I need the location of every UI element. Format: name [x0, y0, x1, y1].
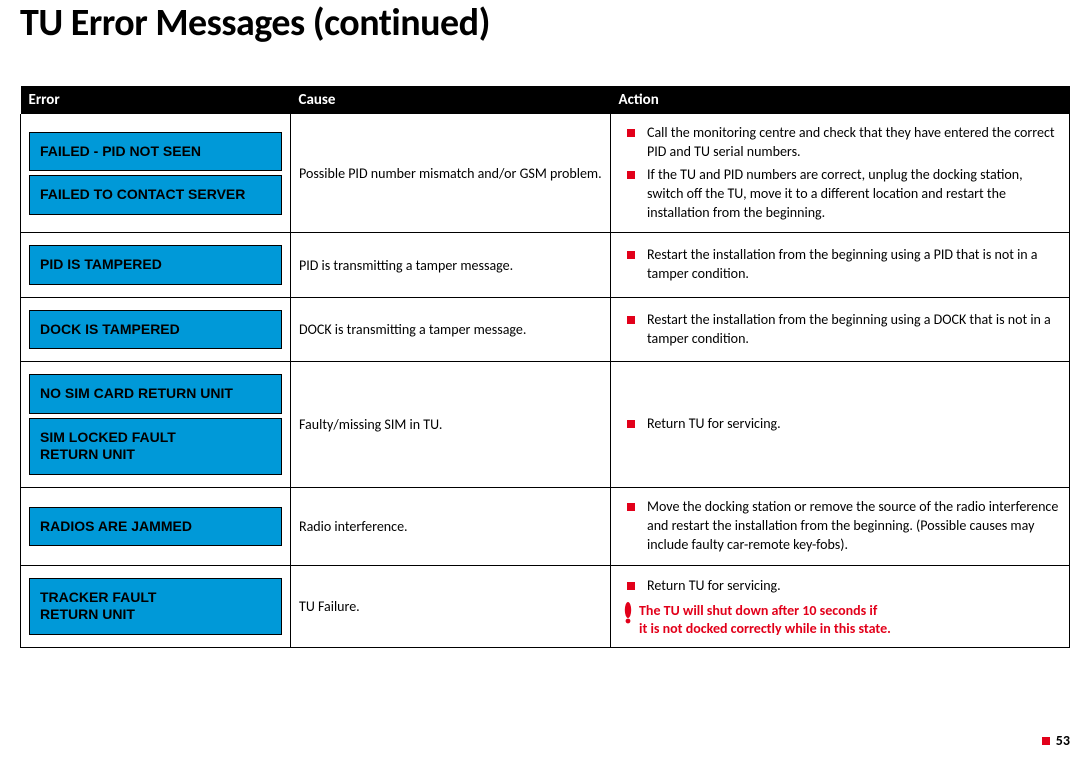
action-list: Return TU for servicing. [619, 413, 1061, 436]
action-list: Restart the installation from the beginn… [619, 244, 1061, 286]
page-number: 53 [1056, 732, 1070, 749]
warning-row: The TU will shut down after 10 seconds i… [619, 602, 1061, 637]
cause-cell: Faulty/missing SIM in TU. [291, 362, 611, 488]
page-footer: 53 [1042, 732, 1070, 749]
action-list: Move the docking station or remove the s… [619, 496, 1061, 557]
table-row: TRACKER FAULTRETURN UNIT TU Failure. Ret… [21, 565, 1070, 647]
warning-text: The TU will shut down after 10 seconds i… [639, 602, 891, 637]
cause-cell: DOCK is transmitting a tamper message. [291, 297, 611, 362]
action-list: Return TU for servicing. [619, 575, 1061, 598]
cause-cell: TU Failure. [291, 565, 611, 647]
action-list: Call the monitoring centre and check tha… [619, 122, 1061, 224]
action-item: Move the docking station or remove the s… [619, 496, 1061, 557]
action-item: Return TU for servicing. [619, 413, 1061, 436]
error-card: NO SIM CARD RETURN UNIT [29, 374, 282, 414]
action-list: Restart the installation from the beginn… [619, 309, 1061, 351]
action-item: Restart the installation from the beginn… [619, 309, 1061, 351]
error-card: TRACKER FAULTRETURN UNIT [29, 578, 282, 635]
error-card: RADIOS ARE JAMMED [29, 507, 282, 547]
table-row: RADIOS ARE JAMMED Radio interference. Mo… [21, 487, 1070, 565]
error-card: FAILED - PID NOT SEEN [29, 132, 282, 172]
error-card: FAILED TO CONTACT SERVER [29, 175, 282, 215]
col-header-cause: Cause [291, 86, 611, 114]
table-row: NO SIM CARD RETURN UNIT SIM LOCKED FAULT… [21, 362, 1070, 488]
action-item: Return TU for servicing. [619, 575, 1061, 598]
col-header-action: Action [611, 86, 1070, 114]
warning-icon [623, 602, 633, 624]
table-row: PID IS TAMPERED PID is transmitting a ta… [21, 233, 1070, 298]
col-header-error: Error [21, 86, 291, 114]
cause-cell: Radio interference. [291, 487, 611, 565]
footer-square-icon [1042, 737, 1050, 745]
action-item: Restart the installation from the beginn… [619, 244, 1061, 286]
table-row: FAILED - PID NOT SEEN FAILED TO CONTACT … [21, 114, 1070, 233]
error-card: SIM LOCKED FAULTRETURN UNIT [29, 418, 282, 475]
action-item: Call the monitoring centre and check tha… [619, 122, 1061, 164]
action-item: If the TU and PID numbers are correct, u… [619, 164, 1061, 225]
error-card: DOCK IS TAMPERED [29, 310, 282, 350]
page-title: TU Error Messages (continued) [20, 0, 1070, 86]
error-card: PID IS TAMPERED [29, 245, 282, 285]
cause-cell: Possible PID number mismatch and/or GSM … [291, 114, 611, 233]
error-table: Error Cause Action FAILED - PID NOT SEEN… [20, 86, 1070, 648]
cause-cell: PID is transmitting a tamper message. [291, 233, 611, 298]
table-row: DOCK IS TAMPERED DOCK is transmitting a … [21, 297, 1070, 362]
